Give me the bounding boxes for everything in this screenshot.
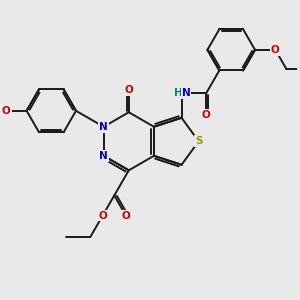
Text: O: O xyxy=(2,106,11,116)
Text: O: O xyxy=(271,45,280,55)
Text: O: O xyxy=(122,211,130,220)
Text: O: O xyxy=(202,110,211,120)
Text: O: O xyxy=(124,85,133,95)
Text: N: N xyxy=(99,151,108,161)
Text: S: S xyxy=(195,136,202,146)
Text: N: N xyxy=(99,122,108,132)
Text: H: H xyxy=(174,88,182,98)
Text: O: O xyxy=(98,211,107,220)
Text: N: N xyxy=(182,88,190,98)
